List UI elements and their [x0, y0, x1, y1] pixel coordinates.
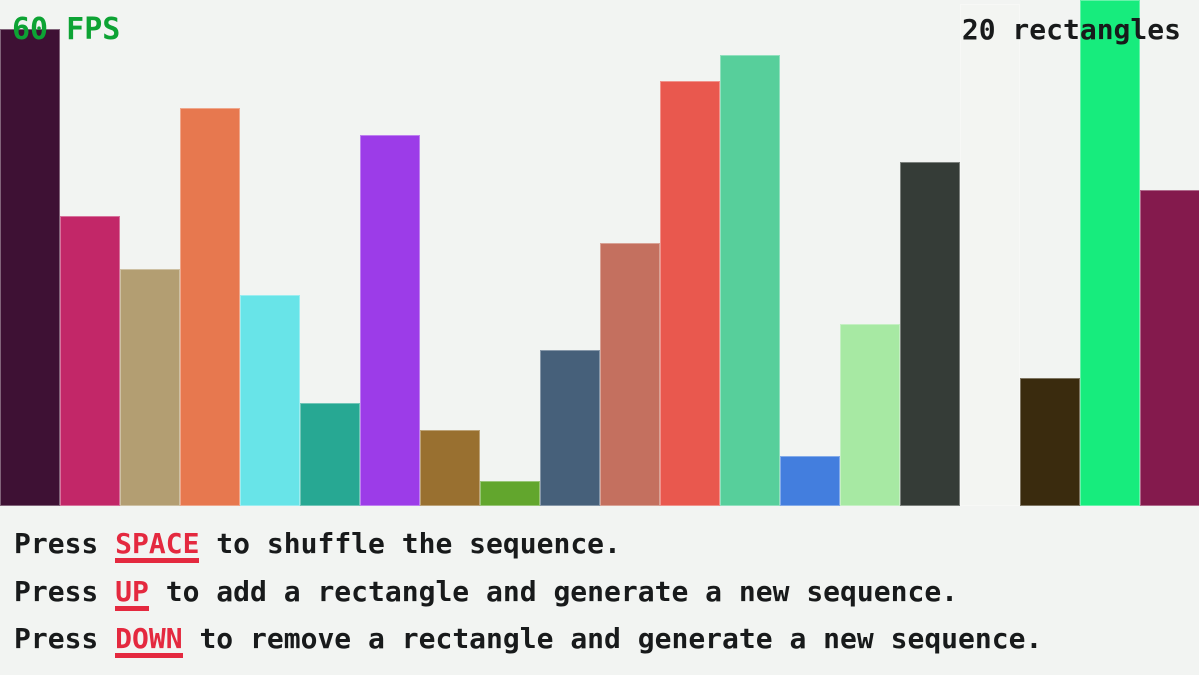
- rectangle-bar: [660, 81, 720, 506]
- rectangle-bar: [840, 324, 900, 506]
- rectangle-bar: [420, 430, 480, 506]
- instruction-text: to add a rectangle and generate a new se…: [148, 575, 959, 608]
- rectangle-bar: [720, 55, 780, 506]
- instruction-text: Press: [14, 575, 116, 608]
- instruction-text: Press: [14, 527, 116, 560]
- rectangle-bar: [180, 108, 240, 506]
- instruction-line: Press DOWN to remove a rectangle and gen…: [14, 625, 1042, 658]
- instruction-line: Press SPACE to shuffle the sequence.: [14, 530, 621, 563]
- fps-counter: 60 FPS: [12, 12, 121, 47]
- instruction-line: Press UP to add a rectangle and generate…: [14, 578, 958, 611]
- rectangle-bar: [540, 350, 600, 506]
- rectangle-bar: [1020, 378, 1080, 506]
- bars-container: [0, 0, 1199, 506]
- instruction-text: to shuffle the sequence.: [199, 527, 621, 560]
- rectangle-bar: [360, 135, 420, 506]
- rectangle-bar: [780, 456, 840, 506]
- rectangle-bar: [1080, 0, 1140, 506]
- instruction-text: Press: [14, 622, 116, 655]
- rectangle-bar: [120, 269, 180, 506]
- key-label-down: DOWN: [115, 625, 183, 658]
- rectangle-bar: [60, 216, 120, 506]
- rectangle-bar: [0, 29, 60, 506]
- rectangle-bar: [600, 243, 660, 506]
- rectangle-bar: [900, 162, 960, 506]
- instruction-text: to remove a rectangle and generate a new…: [182, 622, 1043, 655]
- rectangle-bar: [300, 403, 360, 506]
- rectangle-bar: [1140, 190, 1199, 506]
- key-label-space: SPACE: [115, 530, 200, 563]
- rectangle-bar: [480, 481, 540, 506]
- rectangle-bar: [960, 4, 1020, 506]
- key-label-up: UP: [115, 578, 149, 611]
- rectangle-bar: [240, 295, 300, 506]
- rectangle-count-label: 20 rectangles: [961, 13, 1181, 46]
